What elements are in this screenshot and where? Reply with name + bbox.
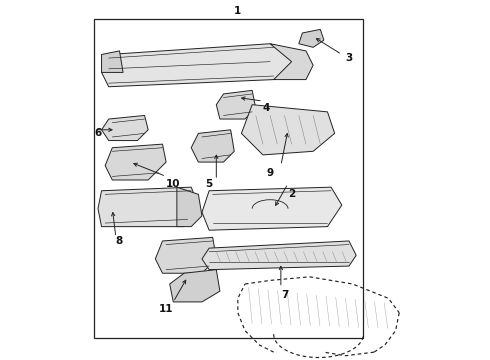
Polygon shape (191, 130, 234, 162)
Text: 8: 8 (116, 236, 123, 246)
Text: 2: 2 (288, 189, 295, 199)
Text: 10: 10 (166, 179, 180, 189)
Polygon shape (170, 270, 220, 302)
Polygon shape (299, 30, 324, 47)
Text: 1: 1 (234, 6, 242, 17)
Polygon shape (101, 116, 148, 140)
Text: 5: 5 (205, 179, 213, 189)
Text: 4: 4 (263, 103, 270, 113)
Polygon shape (101, 44, 299, 87)
Polygon shape (270, 44, 313, 80)
Text: 9: 9 (267, 168, 274, 178)
Polygon shape (155, 237, 216, 273)
Polygon shape (202, 241, 356, 270)
Text: 11: 11 (159, 304, 173, 314)
Polygon shape (105, 144, 166, 180)
Polygon shape (101, 51, 123, 72)
Polygon shape (242, 105, 335, 155)
Polygon shape (202, 187, 342, 230)
Text: 7: 7 (281, 290, 288, 300)
Polygon shape (177, 187, 202, 226)
Text: 6: 6 (95, 129, 101, 138)
Bar (95, 19, 364, 338)
Polygon shape (98, 187, 198, 226)
Text: 3: 3 (345, 53, 353, 63)
Polygon shape (216, 90, 256, 119)
